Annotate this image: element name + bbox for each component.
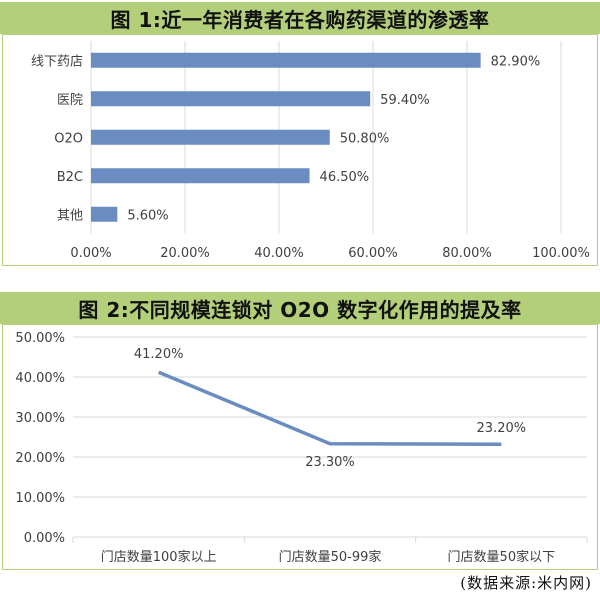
chart1-svg: 0.00% 20.00% 40.00% 60.00% 80.00% 100.00% 线下药店… [31,41,590,261]
x-tick-label: 门店数量50家以下 [448,549,556,565]
bar [91,52,481,68]
category-label: 其他 [57,208,83,223]
x-tick-label: 80.00% [442,246,492,261]
y-tick-label: 0.00% [24,531,65,546]
category-label: 线下药店 [31,54,83,69]
series-line [157,370,502,446]
data-label: 5.60% [127,208,168,223]
source-note: (数据来源:米内网) [460,574,592,592]
x-tick-label: 门店数量100家以上 [101,549,217,565]
category-label: O2O [54,131,83,146]
bar [91,206,118,222]
chart2-title: 图 2:不同规模连锁对 O2O 数字化作用的提及率 [0,292,600,324]
y-tick-label: 50.00% [15,331,65,346]
data-label: 46.50% [320,170,370,185]
bar [91,168,310,184]
category-label: 医院 [57,93,83,108]
chart2-title-text: 图 2:不同规模连锁对 O2O 数字化作用的提及率 [78,297,522,322]
category-label: B2C [57,170,83,185]
y-tick-label: 30.00% [15,411,65,426]
x-tick-label: 60.00% [348,246,398,261]
chart2-area: 0.00% 10.00% 20.00% 30.00% 40.00% 50.00% 门店数量1… [2,324,598,570]
bar [91,91,371,107]
chart1-area: 0.00% 20.00% 40.00% 60.00% 80.00% 100.00% 线下药店… [2,34,598,266]
data-label: 59.40% [380,93,430,108]
data-label: 82.90% [491,54,541,69]
x-tick-label: 20.00% [160,246,210,261]
y-tick-label: 20.00% [15,451,65,466]
data-label: 23.30% [305,455,355,470]
y-tick-label: 40.00% [15,371,65,386]
bar [91,129,330,145]
data-label: 41.20% [134,347,184,362]
data-label: 50.80% [340,131,390,146]
x-tick-label: 100.00% [532,246,590,261]
x-tick-label: 0.00% [70,246,111,261]
chart1-title: 图 1:近一年消费者在各购药渠道的渗透率 [0,2,600,34]
x-tick-label: 门店数量50-99家 [279,549,382,565]
chart2-svg: 0.00% 10.00% 20.00% 30.00% 40.00% 50.00% 门店数量1… [15,331,588,565]
x-tick-label: 40.00% [254,246,304,261]
y-tick-label: 10.00% [15,491,65,506]
data-label: 23.20% [477,421,527,436]
chart1-title-text: 图 1:近一年消费者在各购药渠道的渗透率 [110,7,490,32]
